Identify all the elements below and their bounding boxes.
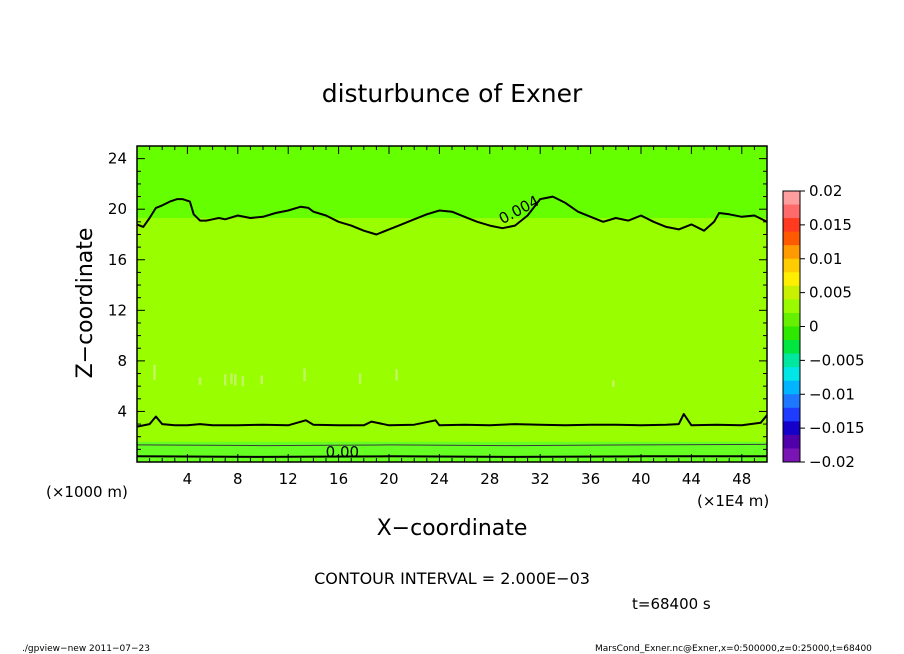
field-speckle (303, 368, 306, 382)
y-tick-label: 8 (117, 352, 127, 370)
y-axis-ticks: 4 8 12 16 20 24 (108, 150, 767, 450)
colorbar-tick-label: −0.015 (809, 419, 865, 437)
colorbar-swatch (783, 407, 800, 422)
x-tick-label: 40 (631, 470, 650, 488)
x-tick-label: 8 (233, 470, 243, 488)
time-label: t=68400 s (632, 595, 711, 613)
colorbar-swatch (783, 421, 800, 436)
contour-line-thin-1 (136, 443, 768, 447)
field-speckle (223, 374, 227, 386)
x-unit-label: (×1E4 m) (697, 492, 769, 510)
x-tick-label: 4 (183, 470, 193, 488)
colorbar-swatch (783, 367, 800, 382)
colorbar-swatch (783, 204, 800, 219)
contour-line-0.00 (136, 455, 767, 458)
y-unit-label: (×1000 m) (46, 483, 128, 501)
field-speckle (241, 376, 245, 387)
chart-title: disturbunce of Exner (322, 79, 583, 108)
colorbar-swatch (783, 394, 800, 409)
program-stamp: ./gpview−new 2011−07−23 (22, 644, 150, 654)
colorbar-swatch (783, 245, 800, 260)
contour-line-lower (136, 413, 768, 428)
field-speckle (153, 364, 156, 380)
colorbar-tick-label: −0.005 (809, 351, 865, 369)
x-tick-label: 16 (329, 470, 348, 488)
colorbar-tick-label: −0.01 (809, 385, 855, 403)
colorbar-swatch (783, 448, 800, 463)
colorbar-swatch (783, 380, 800, 395)
field-speckle (230, 373, 233, 384)
y-tick-label: 20 (108, 200, 127, 218)
colorbar-swatch (783, 272, 800, 287)
colorbar-tick-label: 0.02 (809, 182, 842, 200)
colorbar-tick-label: −0.02 (809, 453, 855, 471)
contour-interval-text: CONTOUR INTERVAL = 2.000E−03 (314, 569, 590, 588)
y-tick-label: 16 (108, 251, 127, 269)
x-tick-label: 12 (279, 470, 298, 488)
field-speckle (234, 374, 237, 386)
colorbar-swatch (783, 285, 800, 300)
colorbar-swatch (783, 340, 800, 355)
colorbar-swatch (783, 258, 800, 273)
colorbar-swatch (783, 434, 800, 449)
x-tick-label: 20 (379, 470, 398, 488)
field-speckles (153, 364, 615, 387)
x-axis-label: X−coordinate (377, 516, 528, 541)
y-axis-label: Z−coordinate (73, 228, 98, 379)
contour-line-0.004 (136, 195, 768, 236)
colorbar-swatch (783, 231, 800, 246)
colorbar-swatch (783, 299, 800, 314)
x-tick-label: 32 (531, 470, 550, 488)
x-tick-label: 28 (480, 470, 499, 488)
x-tick-label: 44 (682, 470, 701, 488)
field-speckle (358, 373, 362, 384)
colorbar-tick-label: 0.005 (809, 284, 852, 302)
field-speckle (612, 380, 615, 387)
colorbar-tick-label: 0.015 (809, 216, 852, 234)
field-upper-band (137, 146, 767, 219)
contour-label: 0.00 (326, 443, 359, 461)
field-speckle (260, 375, 263, 385)
x-tick-label: 36 (581, 470, 600, 488)
y-tick-label: 24 (108, 150, 127, 168)
colorbar-swatch (783, 312, 800, 327)
colorbar: 0.02 0.015 0.01 0.005 0 −0.005 −0.01 −0.015 −0.0… (782, 182, 865, 471)
field-speckle (395, 369, 398, 381)
x-tick-label: 48 (732, 470, 751, 488)
colorbar-swatch (783, 218, 800, 233)
colorbar-swatch (783, 353, 800, 368)
field-speckle (198, 377, 202, 385)
source-stamp: MarsCond_Exner.nc@Exner,x=0:500000,z=0:2… (595, 644, 872, 654)
colorbar-swatch (783, 326, 800, 341)
y-tick-label: 4 (117, 402, 127, 420)
y-tick-label: 12 (108, 301, 127, 319)
x-tick-label: 24 (430, 470, 449, 488)
colorbar-tick-label: 0 (809, 318, 819, 336)
contour-lines (136, 195, 768, 458)
colorbar-tick-label: 0.01 (809, 250, 842, 268)
x-axis-ticks: 4 8 12 16 20 24 28 32 36 40 44 48 (149, 146, 755, 488)
colorbar-swatch (783, 191, 800, 206)
